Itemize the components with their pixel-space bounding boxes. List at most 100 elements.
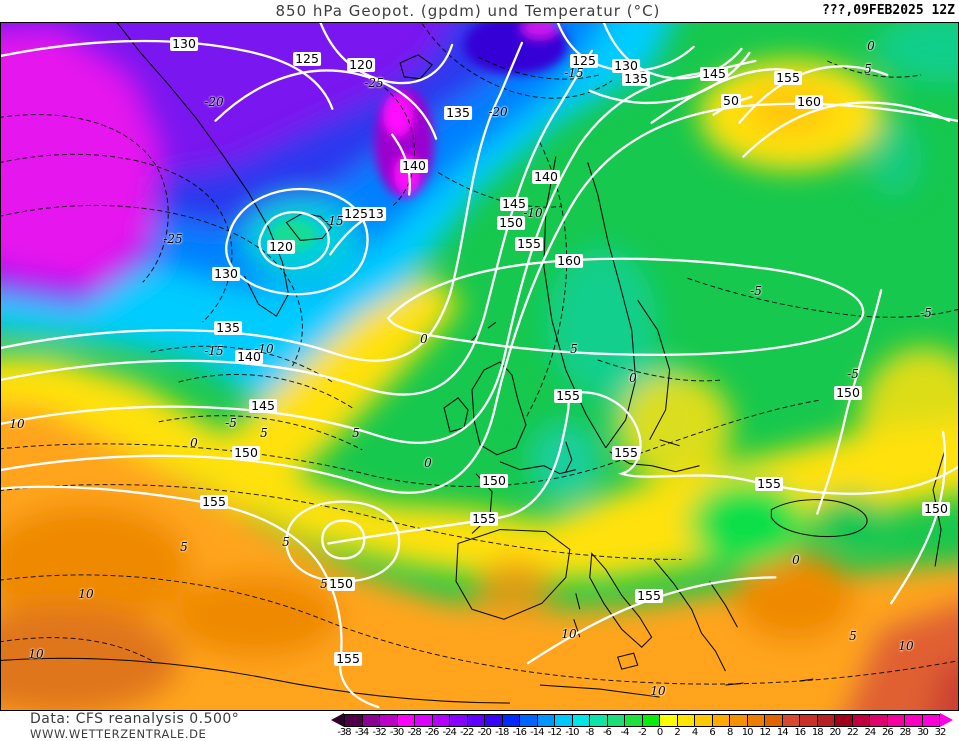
colorbar-tick-label: -12 xyxy=(547,727,562,738)
colorbar-tick-label: 24 xyxy=(864,727,877,738)
geopotential-label: 135 xyxy=(214,320,242,335)
colorbar-swatch xyxy=(887,714,905,726)
geopotential-label: 125 xyxy=(570,53,598,68)
temperature-label: 10 xyxy=(28,647,44,661)
colorbar-swatch xyxy=(695,714,713,726)
colorbar-tick-label: -2 xyxy=(638,727,647,738)
colorbar-tick-label: -22 xyxy=(460,727,474,738)
temperature-label: -15 xyxy=(204,344,224,358)
colorbar-ticks: -38 -34 -32 -30 -28 -26 -24 -22 -20 -18 -16 -14 -12-… xyxy=(337,727,946,738)
colorbar-swatch xyxy=(782,714,800,726)
colorbar-swatch xyxy=(747,714,765,726)
temperature-label: 5 xyxy=(849,629,857,643)
temperature-label: -5 xyxy=(920,306,932,320)
temperature-label: -5 xyxy=(750,284,762,298)
colorbar-tick-label: 28 xyxy=(899,727,912,738)
geopotential-label: 155 xyxy=(774,70,802,85)
colorbar-tick-label: 16 xyxy=(794,727,806,738)
data-source-text: Data: CFS reanalysis 0.500° xyxy=(30,711,240,727)
geopotential-label: 135 xyxy=(622,71,650,86)
colorbar-swatch xyxy=(660,714,678,726)
geopotential-label: 160 xyxy=(555,253,583,268)
colorbar-tick-label: 26 xyxy=(882,727,894,738)
colorbar-swatch xyxy=(502,714,520,726)
colorbar-swatch xyxy=(520,714,538,726)
colorbar-swatch xyxy=(817,714,835,726)
colorbar-swatch xyxy=(362,714,380,726)
geopotential-label: 12513 xyxy=(342,206,386,221)
temperature-label: 0 xyxy=(190,436,198,450)
geopotential-label: 130 xyxy=(212,266,240,281)
colorbar-swatch xyxy=(555,714,573,726)
geopotential-label: 145 xyxy=(249,398,277,413)
weather-map: 130 125 120 125 13 0 135 145 5 0 155 160 135 140 140 14… xyxy=(0,22,959,711)
colorbar-swatch xyxy=(800,714,818,726)
colorbar-tick-label: 6 xyxy=(709,727,715,738)
temperature-label: -10 xyxy=(523,206,543,220)
colorbar-swatch xyxy=(677,714,695,726)
temperature-label: 5 xyxy=(180,540,188,554)
geopotential-label: 160 xyxy=(795,94,823,109)
temperature-label: 5 xyxy=(260,426,268,440)
colorbar-tick-label: -28 xyxy=(407,727,421,738)
geopotential-label: 150 xyxy=(497,215,525,230)
colorbar-swatch xyxy=(712,714,730,726)
temperature-label: 5 xyxy=(864,62,872,76)
colorbar-swatch xyxy=(345,714,363,726)
colorbar-tick-label: -32 xyxy=(372,727,386,738)
geopotential-label: 140 xyxy=(235,349,263,364)
colorbar-tick-label: -10 xyxy=(565,727,579,738)
geopotential-label: 155 xyxy=(554,388,582,403)
temperature-label: 0 xyxy=(424,456,432,470)
colorbar-tick-label: 10 xyxy=(741,727,754,738)
colorbar-swatch xyxy=(870,714,888,726)
colorbar-swatch xyxy=(625,714,643,726)
temperature-label: -5 xyxy=(847,367,859,381)
header: 850 hPa Geopot. (gpdm) und Temperatur (°… xyxy=(0,0,959,22)
temperature-label: 10 xyxy=(898,639,914,653)
geopotential-label: 120 xyxy=(347,57,375,72)
temperature-label: -15 xyxy=(324,214,344,228)
temperature-label: 5 xyxy=(320,577,328,591)
geopotential-label: 155 xyxy=(755,476,783,491)
temperature-label: 0 xyxy=(792,553,800,567)
geopotential-label: 155 xyxy=(612,445,640,460)
colorbar-tick-label: -4 xyxy=(620,727,629,738)
temperature-label: 10 xyxy=(78,587,94,601)
colorbar-swatch xyxy=(852,714,870,726)
temperature-label: -20 xyxy=(488,105,508,119)
colorbar-swatch xyxy=(730,714,748,726)
colorbar-tick-label: -38 xyxy=(337,727,351,738)
colorbar-left-arrow xyxy=(331,713,344,727)
temperature-label: 10 xyxy=(561,627,577,641)
colorbar-tick-label: -16 xyxy=(512,727,527,738)
temperature-label: -25 xyxy=(163,232,183,246)
colorbar-tick-label: 30 xyxy=(917,727,929,738)
colorbar-swatch xyxy=(397,714,415,726)
colorbar-tick-label: 20 xyxy=(829,727,841,738)
geopotential-label: 155 xyxy=(200,494,228,509)
geopotential-label: 155 xyxy=(635,588,663,603)
geopotential-label: 150 xyxy=(834,385,862,400)
temperature-label: -20 xyxy=(204,95,224,109)
temperature-label: -25 xyxy=(364,76,384,90)
temperature-label: 10 xyxy=(650,684,666,698)
colorbar-swatch xyxy=(380,714,398,726)
colorbar-tick-label: -14 xyxy=(530,727,544,738)
temperature-label: 5 xyxy=(352,426,360,440)
geopotential-label: 150 xyxy=(327,576,355,591)
colorbar-swatches xyxy=(344,713,940,727)
geopotential-label: 145 xyxy=(500,196,528,211)
page-title: 850 hPa Geopot. (gpdm) und Temperatur (°… xyxy=(275,2,661,20)
geopotential-label: 150 xyxy=(480,473,508,488)
geopotential-label: 120 xyxy=(267,239,295,254)
colorbar-tick-label: 22 xyxy=(846,727,859,738)
colorbar-swatch xyxy=(835,714,853,726)
colorbar-tick-label: 8 xyxy=(726,727,733,738)
colorbar-tick-label: -24 xyxy=(442,727,457,738)
colorbar-swatch xyxy=(485,714,503,726)
colorbar-swatch xyxy=(432,714,450,726)
geopotential-label: 140 xyxy=(400,158,428,173)
map-label-layer: 130 125 120 125 13 0 135 145 5 0 155 160 135 140 140 14… xyxy=(1,23,958,710)
temperature-label: 0 xyxy=(420,332,428,346)
